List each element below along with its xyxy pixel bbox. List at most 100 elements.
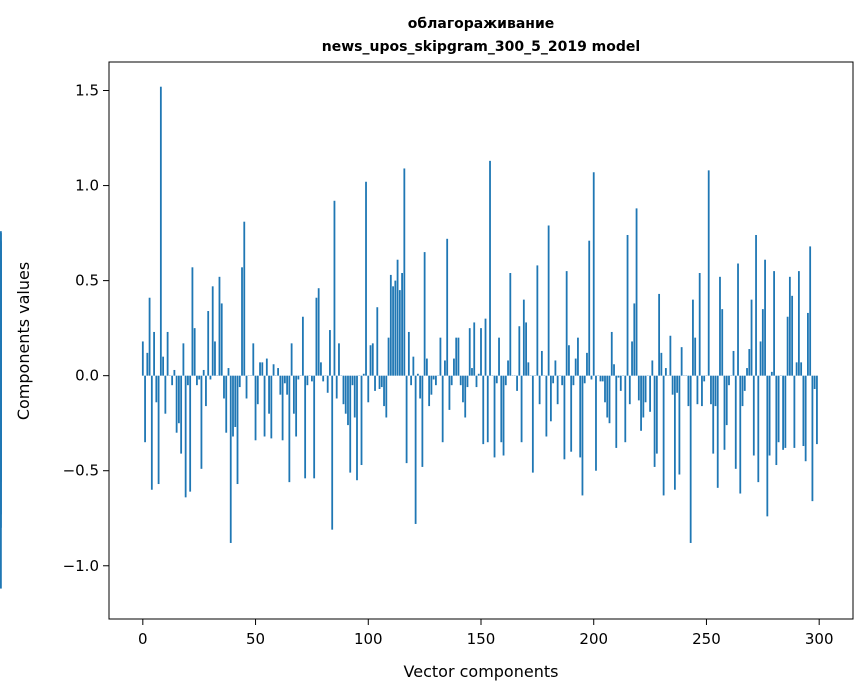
bar-26	[200, 375, 203, 469]
bar-69	[297, 375, 300, 380]
bar-143	[464, 375, 467, 418]
bar-54	[263, 375, 266, 437]
bar-277	[766, 375, 769, 517]
bar-293	[802, 375, 805, 447]
bar-71	[301, 316, 304, 376]
bar-173	[531, 375, 534, 473]
bar-101	[369, 345, 372, 376]
x-tick-label: 50	[246, 630, 265, 648]
bar-60	[277, 368, 279, 376]
bar-193	[577, 337, 579, 376]
bar-177	[540, 350, 543, 376]
bar-undefined	[0, 341, 2, 376]
bar-undefined	[0, 375, 2, 427]
bar-35	[220, 303, 223, 376]
bar-295	[807, 312, 809, 376]
bar-99	[365, 181, 367, 376]
bar-146	[471, 368, 473, 376]
bar-183	[554, 360, 557, 376]
bar-65	[288, 375, 291, 483]
bar-0	[141, 341, 144, 376]
bar-243	[689, 375, 692, 543]
bar-46	[245, 375, 248, 399]
bar-238	[678, 375, 681, 475]
bar-253	[712, 375, 715, 454]
bar-205	[604, 375, 606, 403]
bar-138	[453, 358, 455, 376]
bar-80	[322, 375, 325, 382]
bar-206	[606, 375, 609, 418]
bar-20	[187, 375, 189, 386]
bar-113	[396, 259, 399, 376]
bar-260	[728, 375, 730, 386]
bar-217	[631, 341, 633, 376]
bar-284	[782, 375, 785, 450]
bar-11	[166, 331, 169, 376]
bar-114	[398, 290, 401, 376]
bar-208	[610, 331, 613, 376]
bar-126	[425, 358, 428, 376]
bar-31	[211, 286, 214, 376]
bar-23	[193, 328, 196, 376]
y-tick-label: −1.0	[63, 557, 99, 575]
bar-124	[421, 375, 424, 467]
bar-214	[624, 375, 627, 443]
bar-209	[613, 364, 615, 376]
bar-106	[380, 375, 383, 388]
bar-198	[588, 240, 591, 376]
bar-3	[148, 297, 151, 376]
bar-61	[279, 375, 282, 395]
bar-13	[171, 375, 174, 386]
bar-262	[732, 350, 735, 376]
bar-188	[565, 271, 568, 376]
bar-154	[489, 160, 491, 376]
bar-undefined	[0, 375, 2, 589]
bar-266	[741, 375, 744, 407]
x-axis-label: Vector components	[404, 662, 559, 681]
bar-127	[428, 375, 431, 407]
bar-117	[405, 375, 408, 464]
bar-15	[175, 375, 178, 433]
bar-111	[392, 286, 394, 376]
bar-14	[173, 369, 176, 376]
bar-150	[480, 328, 482, 376]
bar-125	[423, 252, 426, 376]
bar-287	[788, 276, 791, 376]
bar-30	[209, 375, 212, 380]
bar-252	[710, 375, 712, 405]
bar-129	[432, 375, 435, 380]
x-tick-label: 100	[354, 630, 383, 648]
y-axis-ticks: −1.0 −0.5 0.0 0.5 1.0 1.5	[63, 82, 109, 575]
bar-151	[482, 375, 485, 445]
bar-230	[660, 352, 663, 376]
bar-18	[182, 343, 185, 376]
bar-118	[407, 331, 410, 376]
bar-5	[153, 331, 155, 376]
bar-279	[770, 371, 773, 376]
bar-195	[581, 375, 584, 496]
bar-158	[498, 337, 500, 376]
bar-42	[236, 375, 239, 485]
bar-123	[419, 375, 422, 399]
bar-162	[507, 360, 509, 376]
bar-102	[371, 343, 374, 376]
bar-6	[155, 375, 158, 403]
bar-22	[191, 267, 194, 376]
bar-296	[809, 246, 812, 376]
bar-152	[484, 318, 487, 376]
bar-275	[761, 309, 764, 376]
y-tick-label: 1.0	[75, 177, 99, 195]
bar-58	[272, 364, 275, 376]
bar-55	[265, 358, 268, 376]
bar-52	[259, 362, 261, 376]
bar-16	[177, 375, 180, 424]
bar-246	[696, 375, 699, 405]
bar-194	[579, 375, 582, 458]
bar-292	[800, 362, 803, 376]
bar-108	[385, 375, 388, 418]
bar-40	[232, 375, 234, 437]
bar-168	[520, 375, 523, 443]
bar-215	[626, 234, 629, 376]
bar-212	[619, 375, 622, 391]
bar-83	[329, 330, 331, 376]
